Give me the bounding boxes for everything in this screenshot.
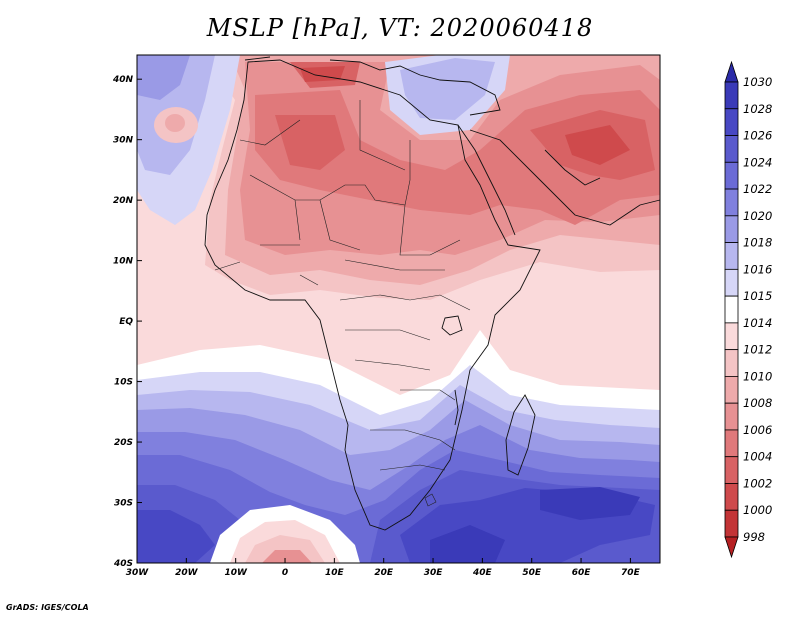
lat-tick-label: 30S (114, 499, 133, 509)
lat-tick-label: 40N (112, 75, 134, 85)
coastlines (204, 56, 661, 531)
lat-tick-label: 20N (113, 196, 134, 206)
lat-tick-label: 30N (113, 136, 134, 146)
colorbar-label: 1026 (743, 129, 772, 143)
map-title: MSLP [hPa], VT: 2020060418 (206, 14, 594, 42)
lon-tick-label: 30E (424, 568, 444, 578)
colorbar-label: 1024 (743, 155, 772, 169)
lon-tick-label: 10E (325, 568, 345, 578)
low-pressure-core-1002 (275, 62, 655, 180)
colorbar-label: 998 (743, 530, 765, 544)
colorbar-segment (724, 268, 739, 297)
grads-credit: GrADS: IGES/COLA (6, 603, 89, 612)
lat-tick-label: EQ (119, 317, 133, 327)
colorbar-segment (724, 509, 739, 538)
colorbar-segment (724, 188, 739, 217)
colorbar-label: 1015 (743, 289, 772, 303)
madagascar-coastline (505, 394, 536, 476)
lon-tick-label: 30W (126, 568, 150, 578)
lon-tick-label: 60E (572, 568, 592, 578)
europe-coastline (244, 56, 501, 116)
high-south-1026 (137, 488, 655, 563)
colorbar-segment (724, 322, 739, 351)
colorbar-segment (724, 81, 739, 110)
lake-malawi (454, 389, 459, 426)
country-borders (214, 100, 471, 507)
lon-tick-label: 70E (621, 568, 641, 578)
persian-gulf (544, 149, 601, 186)
colorbar-label: 1030 (743, 75, 772, 89)
colorbar-label: 1018 (743, 236, 772, 250)
colorbar-segment (724, 349, 739, 377)
azores-local-low-core (165, 114, 185, 132)
lon-tick-label: 20E (374, 568, 394, 578)
colorbar-label: 1012 (743, 343, 772, 357)
colorbar-label: 1010 (743, 369, 772, 383)
colorbar-label: 1000 (743, 503, 772, 517)
high-mediterranean-1016 (400, 58, 495, 120)
high-south-1028 (430, 487, 640, 563)
colorbar-label: 1008 (743, 396, 772, 410)
lat-tick-label: 10N (113, 257, 134, 267)
colorbar: 1030 1028 1026 1024 1022 1020 1018 1016 1015 1014… (724, 60, 772, 559)
africa-coastline (204, 59, 541, 531)
colorbar-segment (724, 135, 739, 163)
lon-tick-label: 20W (175, 568, 199, 578)
high-azores-1018 (137, 55, 190, 100)
low-pressure-core-1000 (300, 66, 630, 165)
colorbar-segment (724, 376, 739, 404)
colorbar-label: 1014 (743, 316, 772, 330)
lake-victoria (441, 315, 463, 336)
colorbar-segment (724, 215, 739, 243)
red-sea (457, 124, 516, 236)
border-lesotho (424, 493, 437, 507)
colorbar-label: 1020 (743, 209, 772, 223)
arabia-coastline (469, 129, 661, 226)
pressure-field (137, 55, 660, 563)
colorbar-label: 1028 (743, 102, 772, 116)
colorbar-segment (724, 483, 739, 511)
lat-tick-label: 40S (113, 559, 133, 569)
colorbar-bottom-triangle (724, 536, 739, 559)
south-atlantic-low-1006 (262, 550, 312, 563)
colorbar-segment (724, 429, 739, 458)
lat-tick-label: 20S (114, 438, 133, 448)
border-lines (214, 100, 471, 471)
lon-tick-label: 10W (224, 568, 248, 578)
lon-tick-label: 40E (472, 568, 493, 578)
colorbar-label: 1006 (743, 423, 772, 437)
colorbar-label: 1004 (743, 450, 772, 464)
lat-tick-label: 10S (114, 378, 133, 388)
colorbar-top-triangle (724, 60, 739, 83)
colorbar-label: 1016 (743, 262, 772, 276)
longitude-axis: 30W 20W 10W 0 10E 20E 30E 40E 50E 60E 70E (126, 558, 641, 578)
colorbar-label: 1002 (743, 476, 772, 490)
colorbar-segment (724, 456, 739, 484)
colorbar-segment (724, 295, 739, 324)
lon-tick-label: 0 (282, 568, 288, 578)
latitude-axis: 40N 30N 20N 10N EQ 10S 20S 30S 40S (112, 75, 142, 569)
colorbar-segment (724, 242, 739, 270)
colorbar-segment (724, 402, 739, 431)
colorbar-segment (724, 161, 739, 190)
map-frame (136, 54, 661, 564)
lon-tick-label: 50E (522, 568, 542, 578)
colorbar-label: 1022 (743, 182, 772, 196)
colorbar-segment (724, 108, 739, 136)
